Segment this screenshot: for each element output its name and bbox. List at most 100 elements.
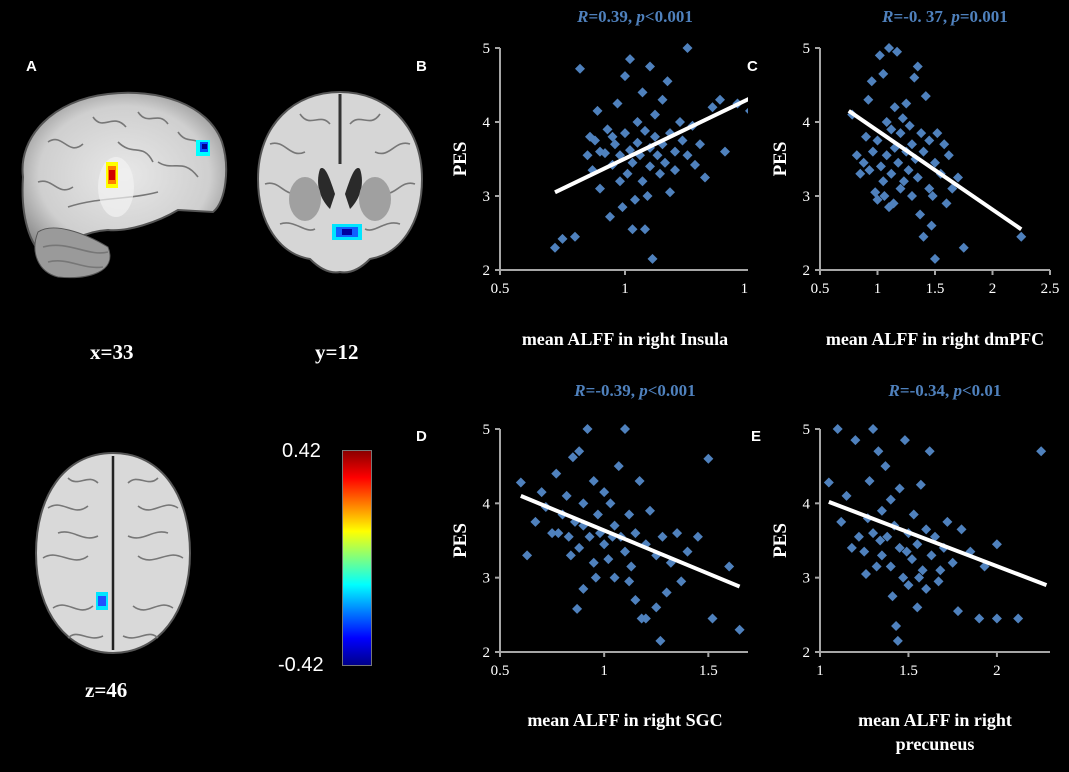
chart-d-data-point xyxy=(692,531,703,542)
chart-b-data-point xyxy=(677,135,688,146)
chart-d-data-point xyxy=(561,490,572,501)
chart-e-data-point xyxy=(930,531,940,542)
chart-d-data-point xyxy=(588,557,599,568)
chart-d-data-point xyxy=(655,635,666,646)
chart-c-data-point xyxy=(858,157,869,168)
chart-c-data-point xyxy=(958,242,969,253)
chart-e-stat-p-label: p xyxy=(952,381,963,400)
chart-c-data-point xyxy=(912,61,923,72)
chart-c-data-point xyxy=(892,46,903,57)
chart-c-data-point xyxy=(855,168,866,179)
chart-c-x-tick-label: 1.5 xyxy=(926,281,945,297)
chart-d-y-tick-label: 5 xyxy=(483,422,491,438)
chart-b-data-point xyxy=(592,105,603,116)
chart-e-data-point xyxy=(823,477,834,488)
chart-c-x-tick-label: 2 xyxy=(989,281,997,297)
chart-b-data-point xyxy=(682,43,693,53)
chart-d-data-point xyxy=(578,498,589,509)
chart-b-x-tick-label: 1.5 xyxy=(741,281,748,297)
chart-e-data-point xyxy=(871,561,882,572)
chart-e-data-point xyxy=(864,476,875,487)
sagittal-coordinate-label: x=33 xyxy=(90,340,134,364)
coronal-brain-image xyxy=(256,90,424,274)
chart-b-data-point xyxy=(605,211,615,222)
chart-d-data-point xyxy=(603,554,614,565)
chart-e-y-tick-label: 4 xyxy=(803,496,811,512)
scatter-chart-dmpfc: R=-0. 37, p=0.001 2 3 4 5 0.5 1 1.5 2 2.5 PES mean … xyxy=(770,7,1059,349)
chart-b-data-point xyxy=(585,131,595,142)
chart-e-data-point xyxy=(887,591,898,602)
chart-d-data-point xyxy=(547,528,558,539)
chart-d-data-point xyxy=(588,476,599,487)
chart-b-data-point xyxy=(652,150,663,161)
chart-d-data-point xyxy=(630,528,641,539)
chart-e-data-point xyxy=(885,561,896,572)
chart-c-data-point xyxy=(941,198,952,209)
chart-d-data-point xyxy=(553,528,564,539)
chart-d-data-point xyxy=(607,531,618,542)
chart-e-y-tick-label: 2 xyxy=(803,645,811,661)
chart-b-y-tick-label: 4 xyxy=(483,115,491,131)
chart-e-data-point xyxy=(953,606,963,617)
chart-b-data-point xyxy=(720,146,730,157)
chart-e-data-point xyxy=(942,516,953,527)
chart-d-data-point xyxy=(595,528,605,539)
chart-e-data-point xyxy=(912,602,923,613)
chart-d-data-point xyxy=(592,509,603,520)
chart-b-data-point xyxy=(617,202,628,213)
panel-label-d: D xyxy=(416,428,427,445)
chart-c-data-point xyxy=(861,131,871,142)
chart-c-data-point xyxy=(927,191,938,201)
chart-e-y-tick-label: 5 xyxy=(803,422,811,438)
chart-c-stats-title: R=-0. 37, p=0.001 xyxy=(881,7,1008,26)
chart-c-data-point xyxy=(878,176,889,187)
chart-b-data-point xyxy=(745,107,748,114)
chart-d-data-point xyxy=(530,516,541,527)
chart-d-data-point xyxy=(536,487,547,498)
chart-e-x-axis-label-line2: precuneus xyxy=(896,734,975,754)
chart-e-fit-line xyxy=(828,499,1048,587)
coronal-coordinate-label: y=12 xyxy=(315,340,359,364)
chart-d-data-point xyxy=(651,602,662,613)
chart-e-data-point xyxy=(876,550,887,561)
chart-b-data-point xyxy=(642,191,653,201)
panel-label-e: E xyxy=(751,428,762,445)
chart-b-data-point xyxy=(695,139,705,150)
chart-b-y-tick-label: 2 xyxy=(483,263,491,279)
chart-d-data-point xyxy=(657,531,668,542)
chart-c-data-point xyxy=(893,157,904,168)
chart-e-data-point xyxy=(899,435,910,446)
chart-c-data-point xyxy=(947,183,958,194)
chart-c-stat-p-label: p xyxy=(949,7,960,26)
chart-b-data-point xyxy=(620,128,630,139)
chart-c-data-point xyxy=(926,220,937,231)
chart-b-data-point xyxy=(600,148,610,159)
chart-d-data-point xyxy=(578,583,589,594)
chart-d-y-tick-label: 4 xyxy=(483,496,491,512)
chart-c-data-point xyxy=(930,253,940,264)
chart-c-data-point xyxy=(939,139,950,150)
chart-b-data-point xyxy=(662,76,673,87)
chart-d-x-tick-label: 1.5 xyxy=(699,663,718,679)
chart-c-data-point xyxy=(881,150,892,161)
chart-e-y-tick-label: 3 xyxy=(803,571,811,587)
chart-d-data-point xyxy=(563,531,574,542)
chart-e-data-point xyxy=(921,524,932,535)
chart-e-data-point xyxy=(841,490,852,501)
chart-d-data-point xyxy=(605,498,616,509)
chart-b-stat-r-label: R xyxy=(576,7,588,26)
chart-b-data-point xyxy=(645,61,655,72)
chart-d-data-point xyxy=(609,572,620,583)
chart-c-data-point xyxy=(866,76,877,87)
chart-b-data-point xyxy=(625,145,635,156)
chart-b-data-point xyxy=(670,146,680,157)
chart-b-stat-r-value: =0.39, xyxy=(588,7,636,26)
chart-e-stats-title: R=-0.34, p<0.01 xyxy=(888,381,1002,400)
chart-b-data-point xyxy=(607,131,618,142)
chart-c-y-tick-label: 4 xyxy=(803,115,811,131)
chart-d-data-point xyxy=(599,487,610,498)
panel-label-c: C xyxy=(747,58,758,75)
chart-d-stat-r-label: R xyxy=(573,381,585,400)
chart-e-y-axis-label: PES xyxy=(770,523,791,558)
chart-e-x-axis-label: mean ALFF in right xyxy=(858,710,1012,730)
